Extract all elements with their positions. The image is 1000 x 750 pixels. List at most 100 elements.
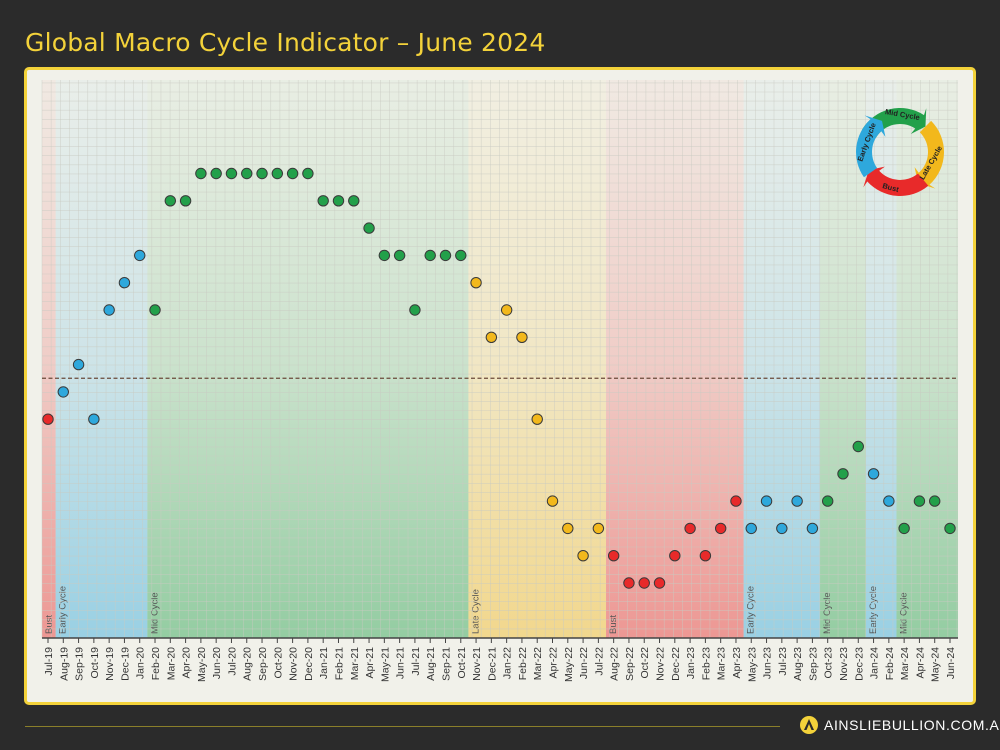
x-tick-label: Mar-23 [716, 647, 728, 680]
data-point-may-22[interactable] [562, 522, 574, 535]
x-tick-label: Jul-23 [777, 647, 789, 676]
x-tick-label: Jan-24 [869, 647, 881, 679]
page-title: Global Macro Cycle Indicator – June 2024 [25, 28, 546, 57]
x-tick-label: Jan-21 [318, 647, 330, 679]
data-point-nov-23[interactable] [837, 468, 849, 480]
data-point-mar-24[interactable] [898, 522, 910, 535]
phase-band [743, 80, 821, 638]
x-tick-label: Sep-19 [74, 647, 86, 681]
phase-band-label: Late Cycle [470, 589, 481, 634]
data-point-feb-22[interactable] [516, 331, 528, 343]
data-point-jan-24[interactable] [867, 468, 880, 480]
x-tick-label: May-21 [379, 647, 391, 682]
data-point-dec-20[interactable] [302, 167, 314, 180]
x-tick-label: Apr-22 [548, 647, 560, 679]
x-tick-label: Nov-20 [288, 647, 300, 681]
data-point-may-24[interactable] [929, 495, 941, 507]
data-point-may-23[interactable] [745, 522, 757, 535]
data-point-dec-19[interactable] [118, 277, 131, 289]
x-tick-label: May-24 [930, 647, 942, 682]
brand-logo[interactable]: AINSLIEBULLION.COM.AU [800, 716, 1000, 734]
data-point-jan-20[interactable] [134, 249, 146, 262]
data-point-feb-23[interactable] [699, 550, 712, 562]
data-point-jun-20[interactable] [210, 167, 222, 180]
data-point-aug-20[interactable] [241, 167, 253, 180]
data-point-mar-23[interactable] [714, 522, 727, 535]
data-point-mar-22[interactable] [531, 413, 543, 425]
x-tick-label: Dec-19 [119, 647, 131, 681]
data-point-sep-20[interactable] [256, 167, 268, 180]
grid [41, 80, 958, 639]
data-point-apr-23[interactable] [730, 495, 742, 507]
x-tick-label: Jun-21 [395, 647, 407, 679]
data-point-sep-22[interactable] [623, 577, 635, 589]
data-point-oct-21[interactable] [455, 249, 467, 262]
x-tick-label: Nov-23 [838, 647, 850, 681]
data-point-oct-20[interactable] [271, 167, 284, 180]
data-point-dec-22[interactable] [669, 550, 681, 562]
data-point-apr-20[interactable] [179, 195, 192, 207]
data-point-mar-21[interactable] [348, 195, 360, 207]
data-point-sep-23[interactable] [806, 522, 819, 535]
data-point-jan-22[interactable] [500, 304, 513, 316]
x-tick-label: Sep-22 [624, 647, 636, 681]
data-point-aug-23[interactable] [791, 495, 803, 507]
x-tick-label: Aug-20 [242, 647, 254, 681]
data-point-apr-22[interactable] [546, 495, 559, 507]
data-point-jul-22[interactable] [592, 522, 605, 535]
data-point-jan-21[interactable] [317, 195, 329, 207]
x-tick-label: Nov-22 [655, 647, 667, 681]
data-point-feb-24[interactable] [883, 495, 895, 507]
phase-band [55, 80, 148, 638]
data-point-oct-23[interactable] [821, 495, 834, 507]
x-tick-label: Apr-24 [914, 647, 926, 679]
x-tick-label: May-23 [746, 647, 758, 682]
x-tick-label: Mar-24 [899, 647, 911, 680]
x-tick-label: Sep-20 [257, 647, 269, 681]
data-point-dec-21[interactable] [485, 331, 498, 343]
data-point-jul-20[interactable] [225, 167, 238, 180]
x-tick-label: May-20 [196, 647, 208, 682]
data-point-sep-19[interactable] [72, 358, 85, 371]
data-point-jun-24[interactable] [944, 522, 956, 535]
data-point-jul-19[interactable] [42, 413, 54, 425]
x-tick-label: Mar-21 [349, 647, 361, 680]
data-point-feb-20[interactable] [149, 304, 161, 316]
phase-band [820, 80, 866, 638]
x-tick-label: Jul-21 [410, 647, 422, 676]
data-point-apr-24[interactable] [913, 495, 926, 507]
x-tick-label: Aug-23 [792, 647, 804, 681]
data-point-aug-19[interactable] [57, 386, 69, 398]
phase-band-label: Mid Cycle [822, 592, 833, 634]
data-point-jan-23[interactable] [684, 522, 696, 535]
x-tick-label: Dec-21 [486, 647, 498, 681]
data-point-may-21[interactable] [378, 249, 391, 262]
data-point-nov-22[interactable] [653, 577, 666, 589]
data-point-feb-21[interactable] [332, 195, 345, 207]
x-tick-label: Jan-23 [685, 647, 697, 679]
data-point-aug-21[interactable] [424, 249, 436, 262]
data-point-sep-21[interactable] [439, 249, 452, 262]
data-point-jun-21[interactable] [393, 249, 406, 262]
data-point-jul-21[interactable] [409, 304, 421, 316]
data-point-dec-23[interactable] [852, 440, 864, 453]
data-point-apr-21[interactable] [363, 222, 375, 234]
data-point-oct-19[interactable] [88, 413, 100, 425]
data-point-nov-19[interactable] [103, 304, 115, 316]
x-tick-label: Jun-24 [945, 647, 957, 679]
data-point-oct-22[interactable] [638, 577, 650, 589]
data-point-jun-22[interactable] [577, 550, 589, 562]
data-point-may-20[interactable] [195, 167, 207, 180]
data-point-jul-23[interactable] [776, 522, 788, 535]
data-point-aug-22[interactable] [607, 550, 620, 562]
data-point-nov-20[interactable] [286, 167, 299, 180]
phase-band-label: Bust [608, 615, 619, 634]
x-tick-label: Mar-22 [532, 647, 544, 680]
late-cycle-arrow [914, 120, 944, 189]
phase-band-label: Bust [44, 615, 55, 634]
data-point-mar-20[interactable] [164, 195, 177, 207]
data-point-jun-23[interactable] [760, 495, 773, 507]
x-tick-label: Sep-23 [807, 647, 819, 681]
data-point-nov-21[interactable] [470, 277, 482, 289]
